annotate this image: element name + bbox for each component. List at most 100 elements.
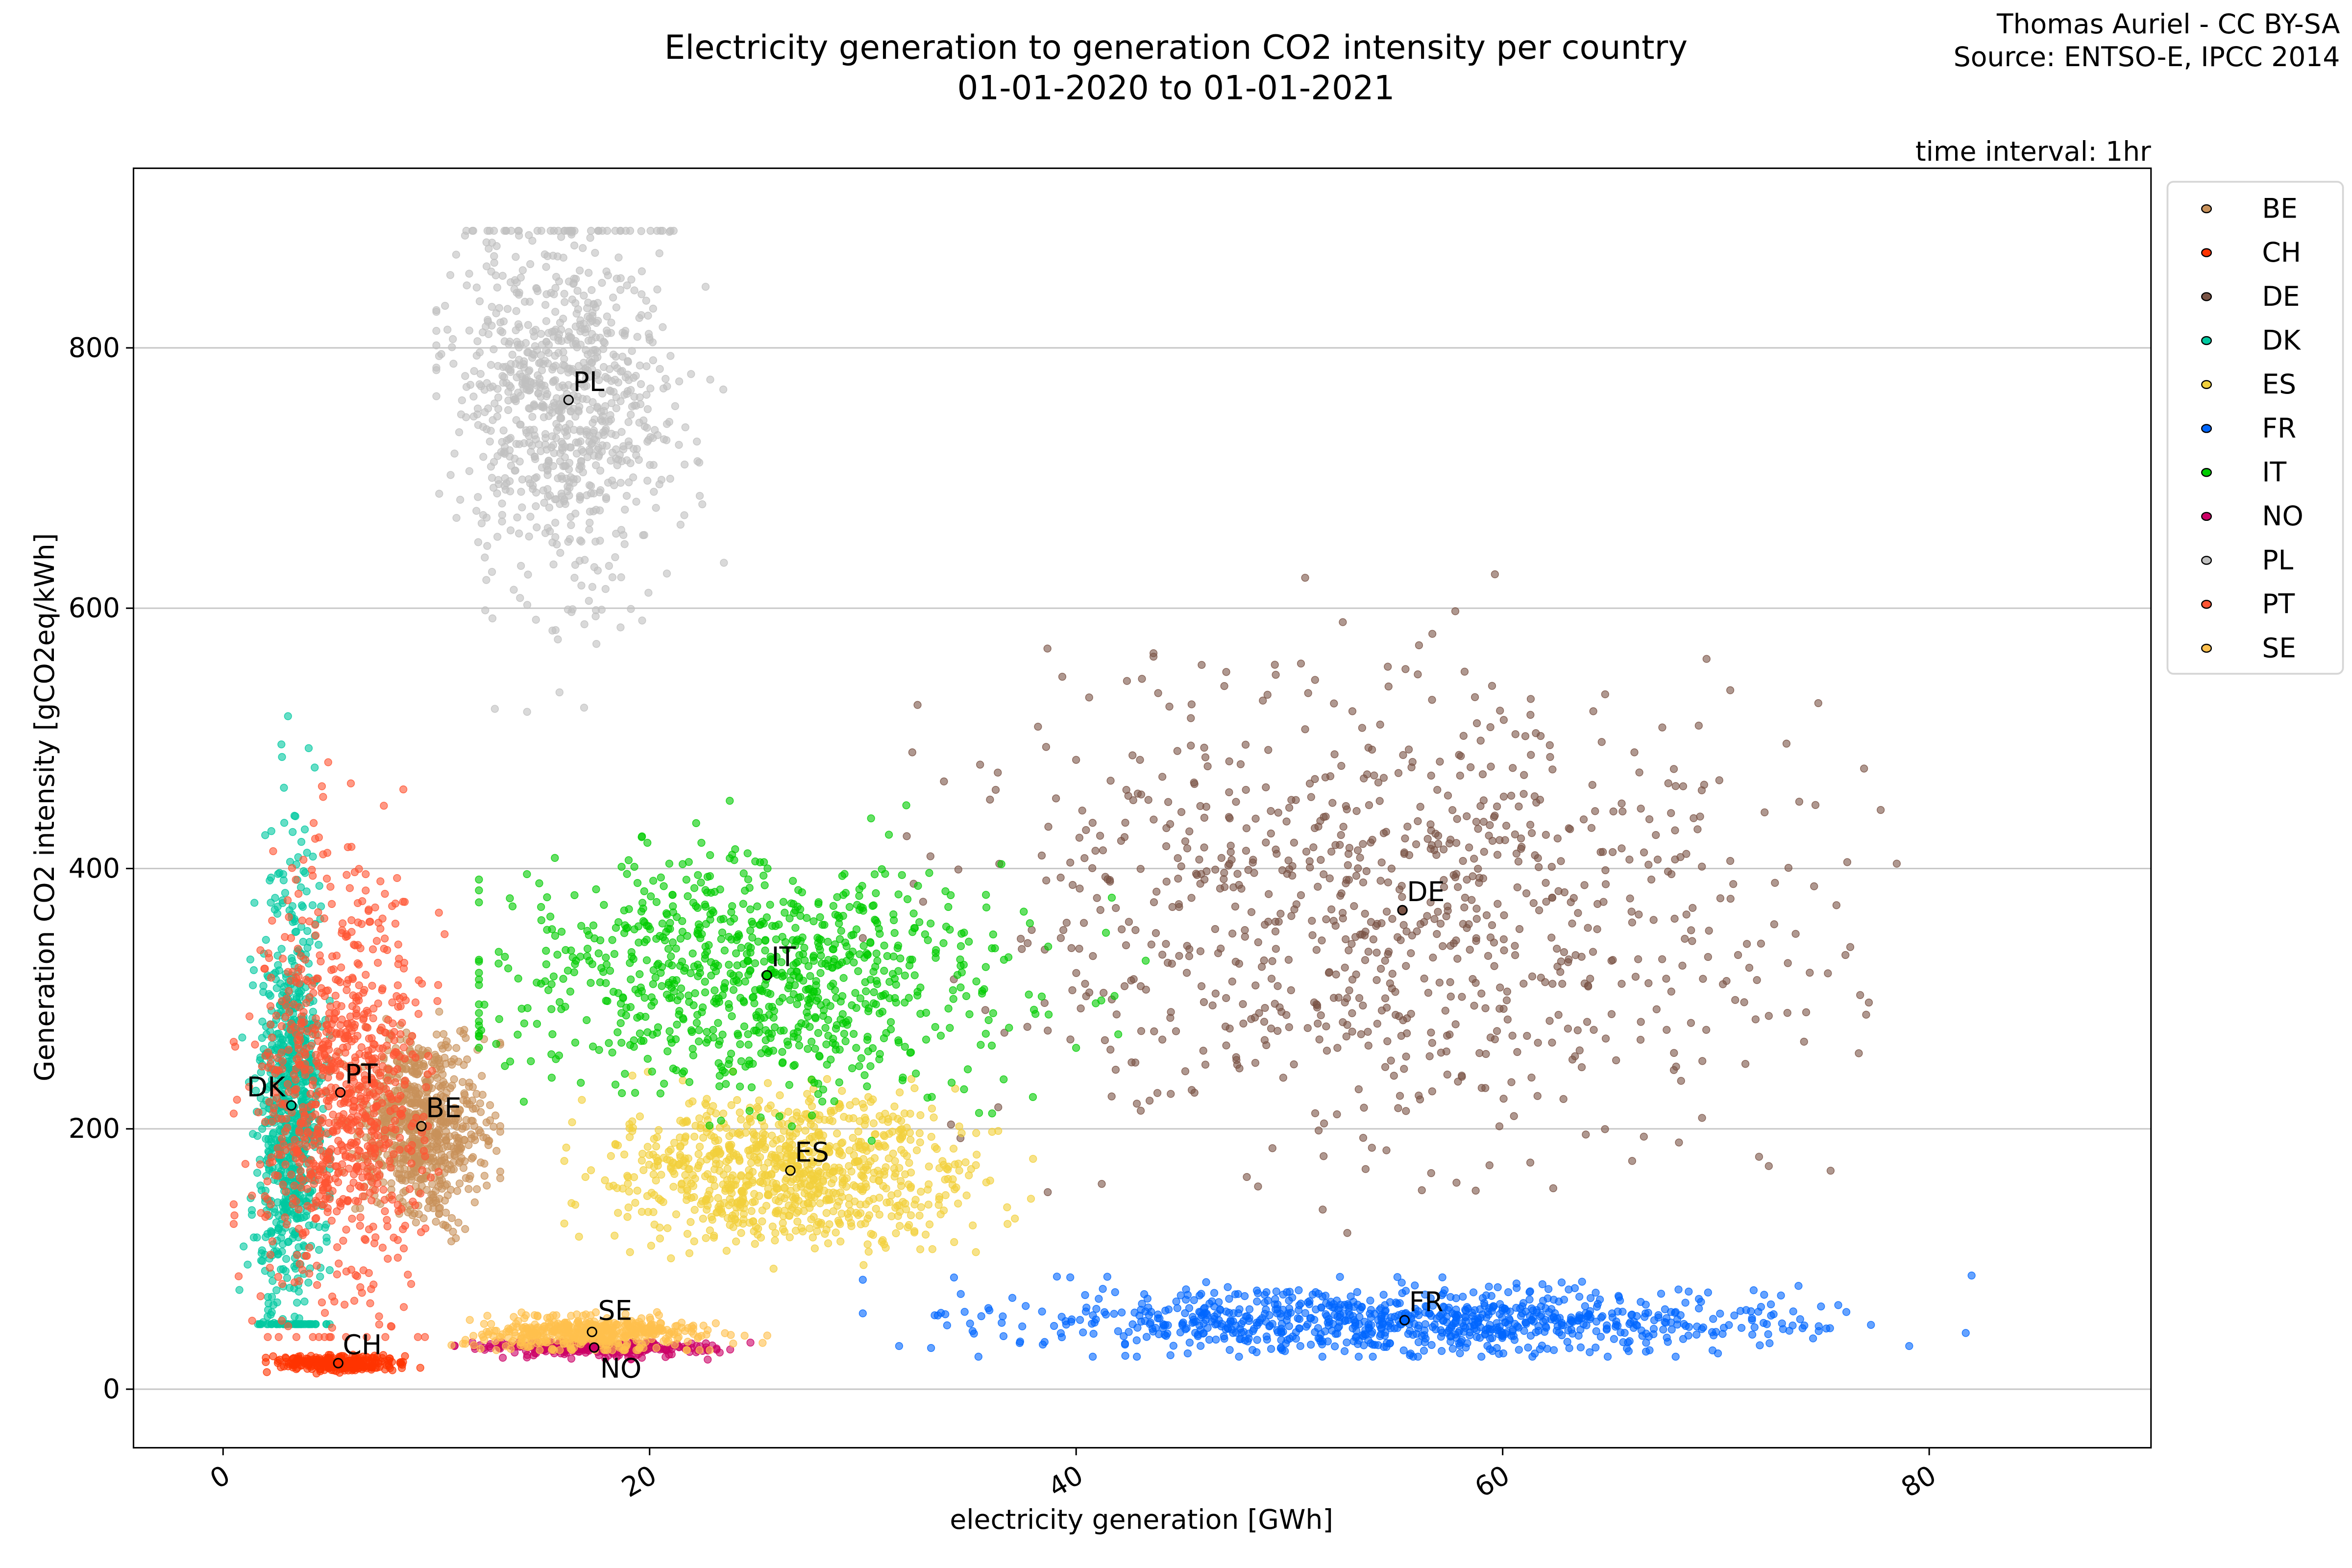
data-point: [719, 915, 728, 923]
data-point: [1764, 1162, 1773, 1170]
data-point: [1320, 1119, 1328, 1127]
data-point: [264, 1299, 273, 1308]
data-point: [868, 1044, 877, 1053]
data-point: [1114, 1327, 1122, 1335]
data-point: [1788, 1321, 1797, 1330]
data-point: [1553, 834, 1562, 843]
data-point: [1730, 1311, 1739, 1320]
data-point: [1709, 1315, 1717, 1323]
data-point: [1667, 1325, 1676, 1334]
data-point: [739, 1220, 747, 1228]
data-point: [906, 1109, 914, 1118]
data-point: [1532, 798, 1541, 807]
data-point: [1040, 1338, 1049, 1346]
data-point: [1325, 874, 1334, 882]
data-point: [1277, 1324, 1286, 1333]
data-point: [1628, 1157, 1637, 1165]
data-point: [1075, 945, 1083, 953]
data-point: [888, 1127, 897, 1136]
data-point: [625, 1187, 633, 1196]
data-point: [249, 1130, 257, 1138]
data-point: [1334, 1305, 1343, 1314]
data-point: [745, 1114, 754, 1123]
data-point: [1377, 858, 1386, 867]
data-point: [969, 1221, 977, 1230]
data-point: [556, 998, 564, 1006]
data-point: [1224, 861, 1232, 870]
data-point: [315, 941, 323, 949]
data-point: [1433, 785, 1442, 794]
data-point: [1195, 1308, 1203, 1316]
data-point: [1132, 1100, 1141, 1108]
data-point: [1114, 1030, 1123, 1039]
data-point: [1426, 898, 1435, 906]
data-point: [656, 931, 664, 940]
data-point: [870, 1154, 879, 1162]
data-point: [961, 1158, 970, 1167]
data-point: [835, 1147, 843, 1155]
data-point: [1482, 911, 1491, 919]
data-point: [1059, 926, 1068, 934]
data-point: [620, 1151, 629, 1159]
data-point: [1285, 804, 1294, 812]
data-point: [1428, 1087, 1436, 1096]
data-point: [1549, 1184, 1558, 1193]
data-point: [1454, 1312, 1462, 1320]
data-point: [1383, 1037, 1392, 1046]
data-point: [924, 1200, 933, 1209]
data-point: [484, 1141, 492, 1149]
data-point: [691, 1122, 700, 1130]
data-point: [276, 1265, 285, 1274]
data-point: [1077, 1004, 1085, 1013]
data-point: [908, 748, 916, 757]
data-point: [1359, 1134, 1368, 1142]
data-point: [581, 1173, 589, 1181]
data-point: [1834, 1301, 1842, 1309]
data-point: [705, 1187, 714, 1195]
data-point: [1452, 936, 1460, 945]
data-point: [840, 1113, 848, 1121]
data-point: [1511, 730, 1519, 738]
data-point: [1361, 1165, 1370, 1173]
data-point: [1397, 1278, 1406, 1287]
data-point: [1617, 799, 1626, 808]
data-point: [1526, 1158, 1535, 1167]
data-point: [688, 949, 697, 958]
data-point: [1096, 906, 1104, 914]
data-point: [1412, 1330, 1421, 1338]
data-point: [658, 919, 666, 928]
data-point: [1469, 872, 1477, 881]
data-point: [988, 1127, 996, 1136]
data-point: [1563, 1338, 1571, 1346]
data-point: [652, 898, 661, 906]
data-point: [890, 929, 899, 937]
data-point: [1058, 673, 1067, 681]
data-point: [1574, 909, 1582, 917]
data-point: [1634, 955, 1642, 963]
data-point: [956, 1290, 965, 1298]
data-point: [1254, 1289, 1262, 1298]
data-point: [1418, 1186, 1426, 1195]
data-point: [1548, 893, 1557, 902]
data-point: [1671, 855, 1679, 864]
data-point: [892, 1229, 900, 1237]
data-point: [1384, 950, 1392, 958]
data-point: [1040, 999, 1049, 1007]
data-point: [450, 1075, 458, 1083]
data-point: [1588, 781, 1596, 789]
data-point: [1305, 1297, 1314, 1305]
data-point: [638, 1150, 647, 1158]
data-point: [1535, 906, 1544, 914]
data-point: [1469, 1288, 1478, 1297]
data-point: [743, 1121, 751, 1129]
data-point: [433, 1030, 441, 1039]
data-point: [1185, 952, 1194, 960]
data-point: [965, 1010, 974, 1019]
data-point: [1187, 700, 1196, 709]
data-point: [282, 1255, 291, 1263]
data-point: [1224, 1283, 1232, 1291]
data-point: [1459, 857, 1467, 865]
data-point: [1486, 821, 1494, 829]
data-point: [1560, 948, 1568, 956]
data-point: [1176, 1328, 1184, 1337]
